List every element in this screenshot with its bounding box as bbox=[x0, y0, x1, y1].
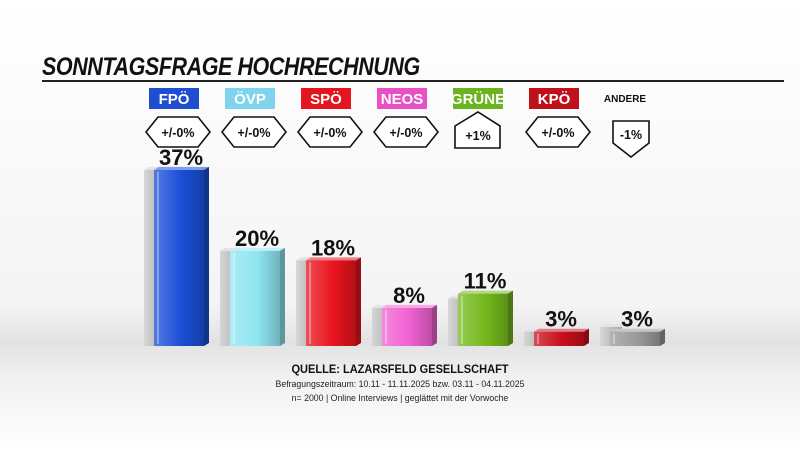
party-badge-2 bbox=[301, 88, 351, 109]
party-badge-5 bbox=[529, 88, 579, 109]
party-badge-3 bbox=[377, 88, 427, 109]
value-label-6: 3% bbox=[621, 307, 653, 332]
bar-4 bbox=[458, 293, 508, 346]
bar-side-1 bbox=[280, 247, 285, 346]
value-label-4: 11% bbox=[464, 269, 507, 294]
bar-6 bbox=[610, 331, 660, 346]
change-indicator-6 bbox=[612, 120, 650, 159]
bar-side-3 bbox=[432, 304, 437, 346]
value-label-1: 20% bbox=[235, 226, 279, 251]
change-label-1: +/-0% bbox=[237, 126, 270, 140]
bar-side-0 bbox=[204, 166, 209, 346]
change-indicator-3 bbox=[372, 116, 440, 148]
bar-3 bbox=[382, 307, 432, 346]
party-label-0: FPÖ bbox=[159, 91, 190, 108]
sample-info: n= 2000 | Online Interviews | geglättet … bbox=[291, 393, 509, 404]
party-badge-0 bbox=[149, 88, 199, 109]
survey-period: Befragungszeitraum: 10.11 - 11.11.2025 b… bbox=[275, 379, 525, 390]
value-label-2: 18% bbox=[311, 235, 355, 260]
bar-top-5 bbox=[534, 328, 589, 332]
previous-bar-top-6 bbox=[600, 323, 627, 327]
change-label-4: +1% bbox=[465, 129, 490, 143]
title-underline bbox=[42, 80, 784, 82]
change-indicator-2 bbox=[296, 116, 364, 148]
change-label-3: +/-0% bbox=[389, 126, 422, 140]
party-label-5: KPÖ bbox=[538, 91, 571, 108]
party-label-4: GRÜNE bbox=[451, 91, 505, 108]
bar-top-1 bbox=[230, 247, 285, 251]
value-label-0: 37% bbox=[159, 145, 203, 170]
bar-top-3 bbox=[382, 304, 437, 308]
bar-top-2 bbox=[306, 257, 361, 261]
bar-top-0 bbox=[154, 166, 209, 170]
change-indicator-1 bbox=[220, 116, 288, 148]
bar-side-4 bbox=[508, 290, 513, 346]
change-indicator-5 bbox=[524, 116, 592, 148]
change-label-5: +/-0% bbox=[541, 126, 574, 140]
value-label-5: 3% bbox=[545, 307, 577, 332]
bar-top-4 bbox=[458, 290, 513, 294]
bar-side-6 bbox=[660, 328, 665, 346]
change-label-2: +/-0% bbox=[313, 126, 346, 140]
bar-side-2 bbox=[356, 257, 361, 346]
bar-0 bbox=[154, 169, 204, 346]
bar-2 bbox=[306, 260, 356, 346]
value-label-3: 8% bbox=[393, 283, 425, 308]
change-label-6: -1% bbox=[620, 128, 642, 142]
party-label-1: ÖVP bbox=[234, 91, 266, 108]
source-title: QUELLE: LAZARSFELD GESELLSCHAFT bbox=[291, 362, 509, 376]
change-label-0: +/-0% bbox=[161, 126, 194, 140]
party-badge-1 bbox=[225, 88, 275, 109]
party-label-2: SPÖ bbox=[310, 91, 342, 108]
change-indicator-4 bbox=[454, 111, 501, 149]
chart-title: SONNTAGSFRAGE HOCHRECHNUNG bbox=[42, 53, 420, 81]
party-badge-4 bbox=[453, 88, 503, 109]
party-label-6: ANDERE bbox=[604, 94, 647, 105]
party-label-3: NEOS bbox=[381, 91, 424, 108]
bar-top-6 bbox=[610, 328, 665, 332]
change-indicator-0 bbox=[144, 116, 212, 148]
bar-side-5 bbox=[584, 328, 589, 346]
bar-1 bbox=[230, 250, 280, 346]
bar-5 bbox=[534, 331, 584, 346]
